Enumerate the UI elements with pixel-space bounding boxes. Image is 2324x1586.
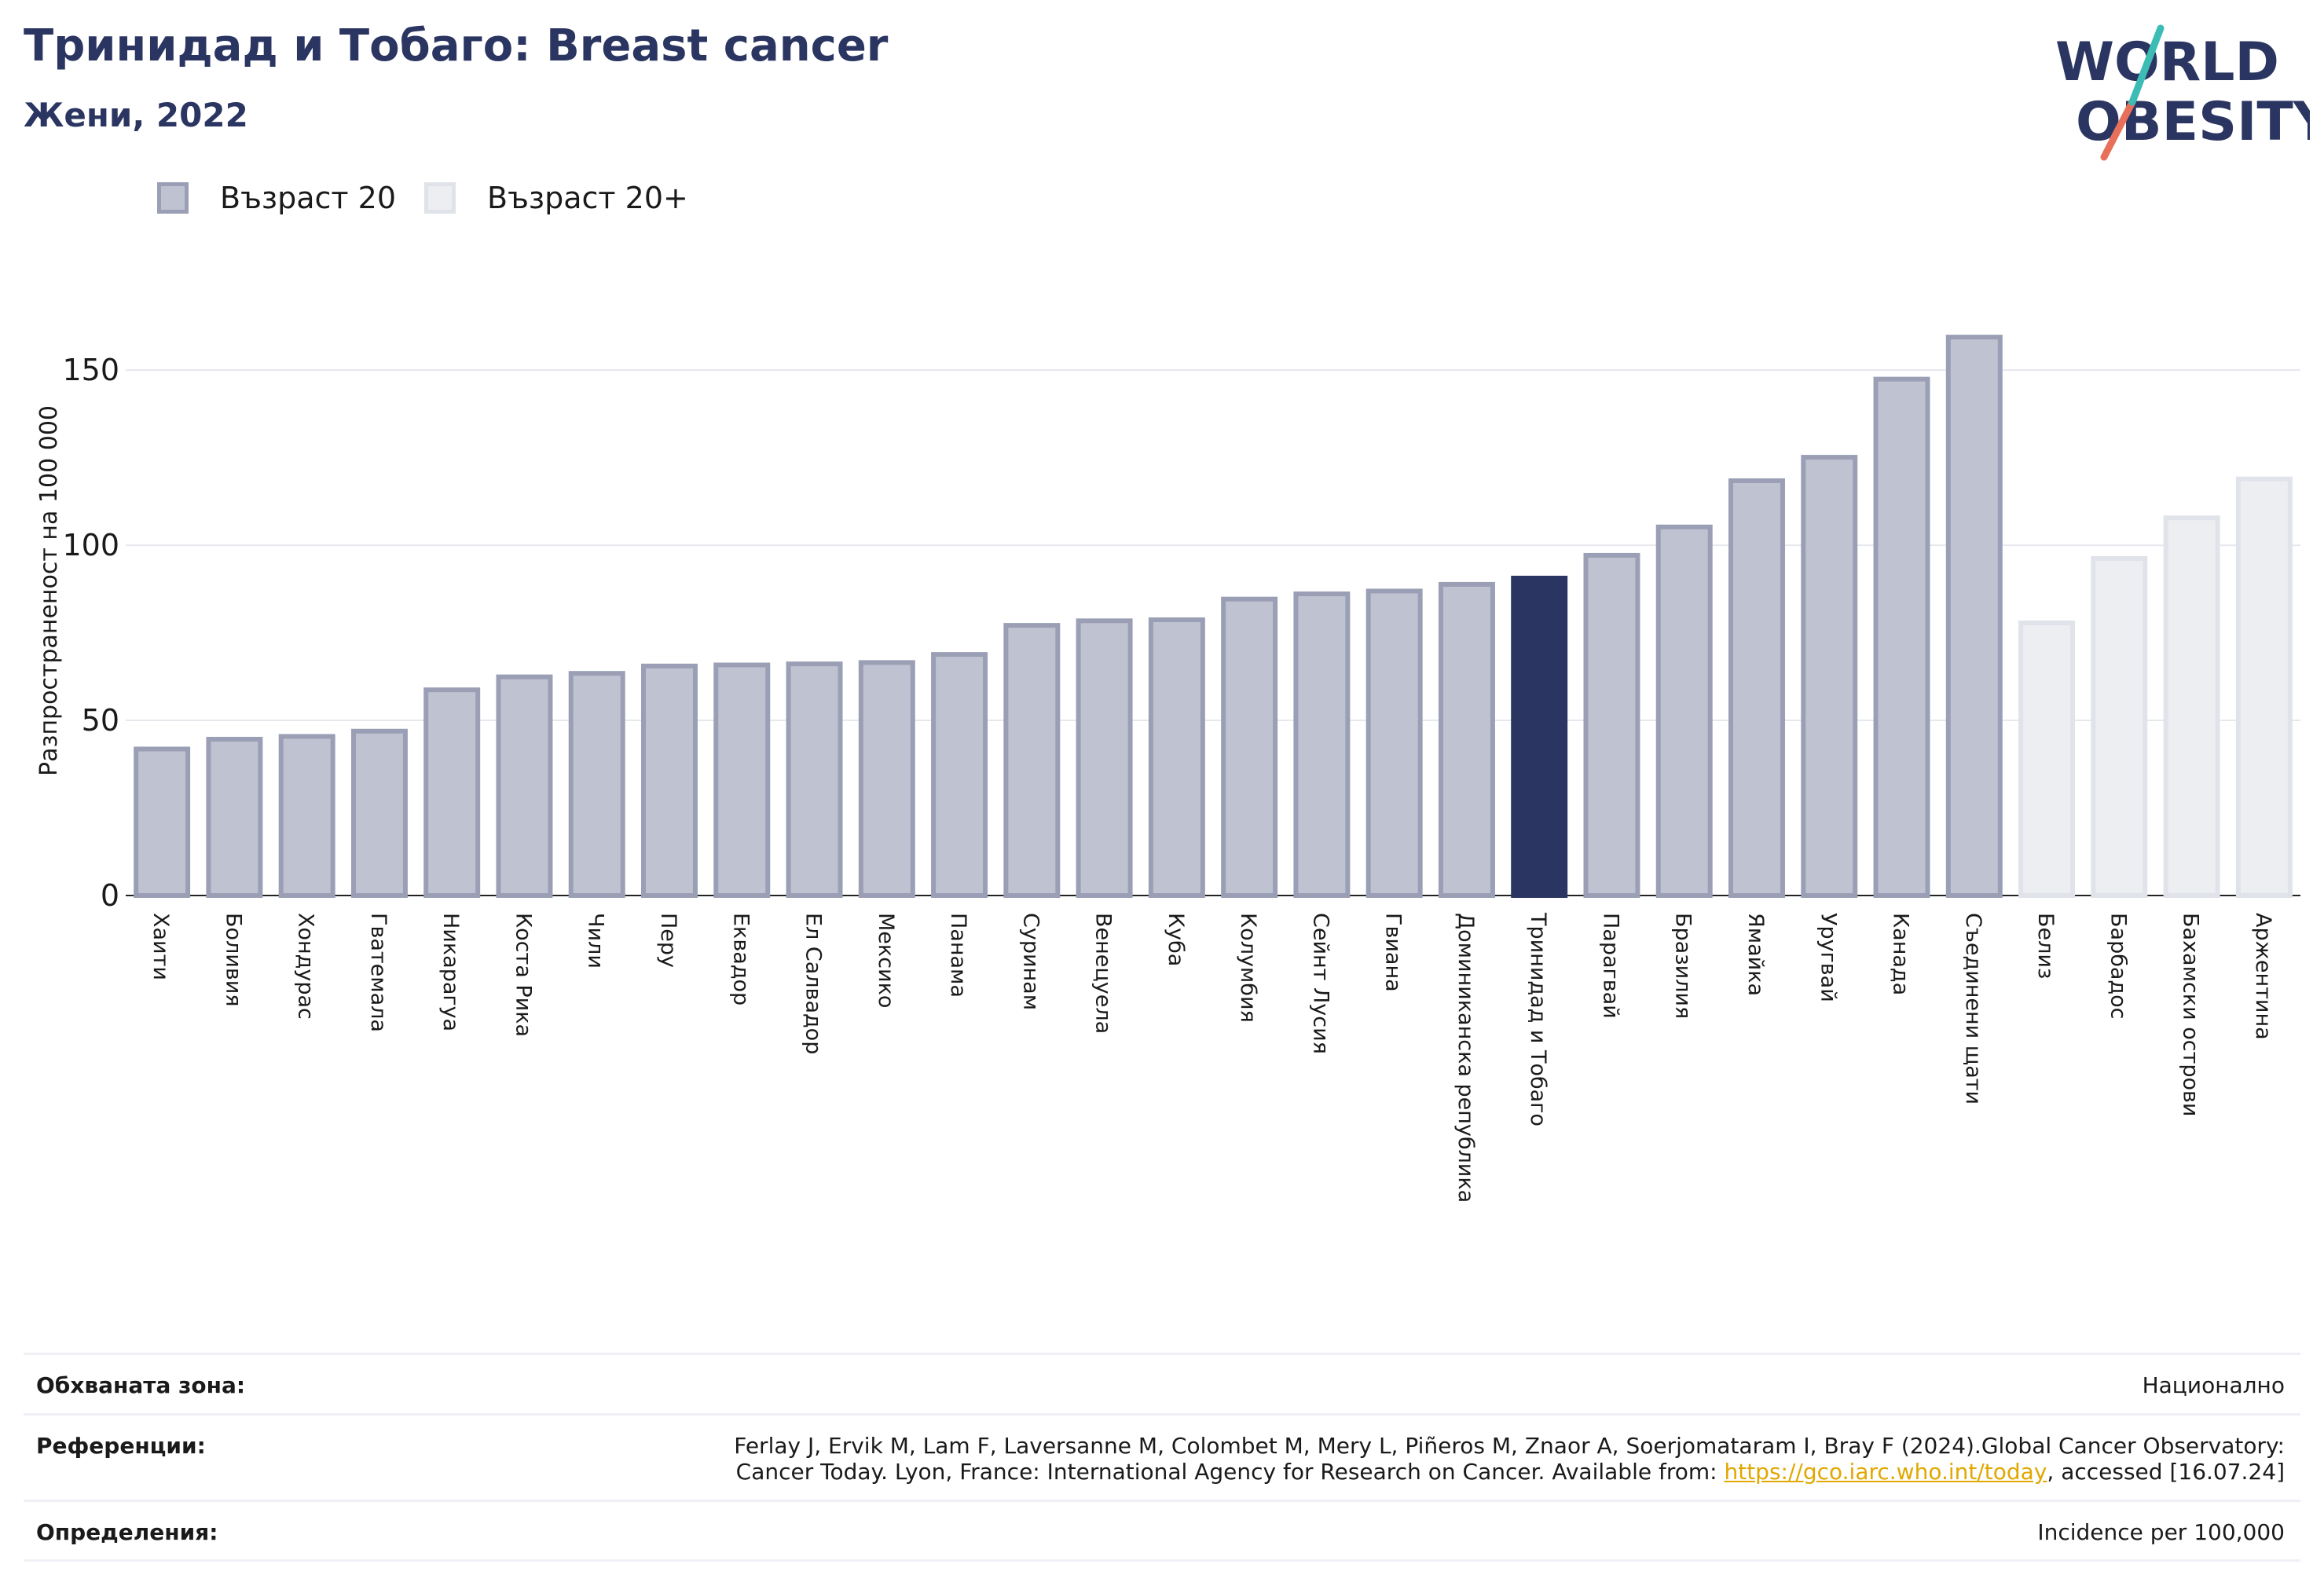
references-row: Референции: Ferlay J, Ervik M, Lam F, La… xyxy=(24,1412,2300,1500)
bar-17[interactable] xyxy=(1365,588,1423,898)
legend-item-age20[interactable]: Възраст 20 xyxy=(157,181,396,215)
x-tick-label: Барбадос xyxy=(2106,913,2130,1019)
bar-4[interactable] xyxy=(423,687,481,898)
x-tick-label: Коста Рика xyxy=(511,913,535,1037)
x-tick-label: Ел Салвадор xyxy=(801,913,826,1054)
bar-15[interactable] xyxy=(1221,596,1278,898)
x-tick-label: Еквадор xyxy=(728,913,753,1005)
coverage-row: Обхваната зона: Национално xyxy=(24,1353,2300,1413)
bars xyxy=(134,335,2293,899)
x-tick-label: Сейнт Лусия xyxy=(1308,913,1332,1054)
references-line2-post: , accessed [16.07.24] xyxy=(2047,1459,2285,1485)
bar-2[interactable] xyxy=(278,734,335,898)
bar-5[interactable] xyxy=(496,674,553,899)
legend-swatch-age20plus xyxy=(424,182,456,214)
bar-26[interactable] xyxy=(2018,620,2076,898)
coverage-label: Обхваната зона: xyxy=(36,1372,246,1398)
bar-14[interactable] xyxy=(1148,617,1205,898)
x-tick-label: Бразилия xyxy=(1671,913,1695,1019)
logo-line1: WORLD xyxy=(2055,31,2279,93)
bar-10[interactable] xyxy=(858,660,915,898)
x-tick-label: Перу xyxy=(656,913,680,968)
x-tick-label: Куба xyxy=(1164,913,1188,966)
x-tick-label: Мексико xyxy=(874,913,898,1008)
bar-8[interactable] xyxy=(713,662,771,898)
references-label: Референции: xyxy=(36,1432,206,1459)
gridlines xyxy=(126,369,2300,896)
metadata-table: Обхваната зона: Национално Референции: F… xyxy=(24,1353,2300,1562)
bar-7[interactable] xyxy=(641,663,698,898)
x-tick-label: Колумбия xyxy=(1236,913,1260,1023)
x-tick-label: Бахамски острови xyxy=(2179,913,2203,1116)
references-line1: Ferlay J, Ervik M, Lam F, Laversanne M, … xyxy=(734,1432,2285,1459)
chart-subtitle: Жени, 2022 xyxy=(24,96,248,134)
x-tick-label: Панама xyxy=(946,913,970,998)
bar-9[interactable] xyxy=(786,661,843,898)
x-tick-label: Тринидад и Тобаго xyxy=(1526,912,1550,1126)
definitions-row: Определения: Incidence per 100,000 xyxy=(24,1499,2300,1562)
bar-11[interactable] xyxy=(931,652,988,898)
y-axis-title: Разпространеност на 100 000 xyxy=(35,405,63,776)
x-tick-label: Боливия xyxy=(221,913,245,1007)
references-line2-pre: Cancer Today. Lyon, France: Internationa… xyxy=(735,1459,1725,1485)
bar-27[interactable] xyxy=(2091,555,2148,898)
x-tick-label: Никарагуа xyxy=(438,913,463,1031)
y-axis-ticks: 0 50 100 150 xyxy=(62,353,119,913)
world-obesity-logo: WORLD OBESITY xyxy=(2055,24,2310,161)
x-tick-label: Съединени щати xyxy=(1961,913,1985,1104)
y-tick-label: 150 xyxy=(62,353,119,387)
bar-chart: 0 50 100 150 Хаити Боливия Хондурас Гватемала Н… xyxy=(35,335,2300,1203)
references-link[interactable]: https://gco.iarc.who.int/today xyxy=(1724,1459,2047,1485)
x-tick-label: Доминиканска република xyxy=(1453,913,1478,1203)
y-tick-label: 50 xyxy=(82,703,119,738)
x-tick-label: Суринам xyxy=(1018,913,1043,1010)
x-tick-label: Хаити xyxy=(148,913,173,980)
legend-label-age20plus: Възраст 20+ xyxy=(487,181,688,215)
bar-25[interactable] xyxy=(1945,335,2003,899)
bar-3[interactable] xyxy=(350,728,408,899)
y-tick-label: 100 xyxy=(62,528,119,562)
x-tick-label: Уругвай xyxy=(1816,913,1840,1002)
x-tick-label: Белиз xyxy=(2033,913,2058,979)
logo-slash-teal xyxy=(2128,24,2165,106)
chart-title: Тринидад и Тобаго: Breast cancer xyxy=(24,20,889,71)
legend-label-age20: Възраст 20 xyxy=(220,181,396,215)
x-tick-label: Парагвай xyxy=(1598,913,1622,1019)
bar-12[interactable] xyxy=(1003,623,1061,898)
bar-21[interactable] xyxy=(1655,524,1713,899)
coverage-value: Национално xyxy=(2142,1372,2285,1398)
x-axis-labels: Хаити Боливия Хондурас Гватемала Никарагуа Ко… xyxy=(148,912,2275,1203)
x-tick-label: Канада xyxy=(1889,913,1913,995)
bar-1[interactable] xyxy=(206,737,263,899)
y-tick-label: 0 xyxy=(101,878,119,913)
bar-28[interactable] xyxy=(2163,515,2220,898)
references-value: Ferlay J, Ervik M, Lam F, Laversanne M, … xyxy=(734,1433,2285,1485)
definitions-label: Определения: xyxy=(36,1518,218,1545)
definitions-value: Incidence per 100,000 xyxy=(2037,1518,2285,1545)
x-tick-label: Ямайка xyxy=(1743,913,1768,996)
x-tick-label: Аржентина xyxy=(2251,913,2275,1040)
bar-29[interactable] xyxy=(2235,476,2293,898)
bar-20[interactable] xyxy=(1583,552,1640,898)
bar-13[interactable] xyxy=(1076,618,1133,898)
legend-swatch-age20 xyxy=(157,182,189,214)
bar-24[interactable] xyxy=(1873,376,1930,898)
bar-22[interactable] xyxy=(1728,478,1785,898)
bar-23[interactable] xyxy=(1801,455,1858,898)
bar-18[interactable] xyxy=(1438,581,1495,898)
x-tick-label: Венецуела xyxy=(1091,913,1116,1034)
x-tick-label: Хондурас xyxy=(294,913,318,1020)
bar-16[interactable] xyxy=(1293,591,1351,898)
bar-19[interactable] xyxy=(1511,575,1568,898)
x-tick-label: Гвиана xyxy=(1381,913,1406,992)
x-tick-label: Гватемала xyxy=(366,913,390,1032)
bar-6[interactable] xyxy=(568,671,625,898)
x-tick-label: Чили xyxy=(584,913,608,969)
logo-slash-red xyxy=(2100,98,2136,161)
legend: Възраст 20 Възраст 20+ xyxy=(157,181,688,215)
legend-item-age20plus[interactable]: Възраст 20+ xyxy=(424,181,688,215)
bar-0[interactable] xyxy=(134,746,191,898)
